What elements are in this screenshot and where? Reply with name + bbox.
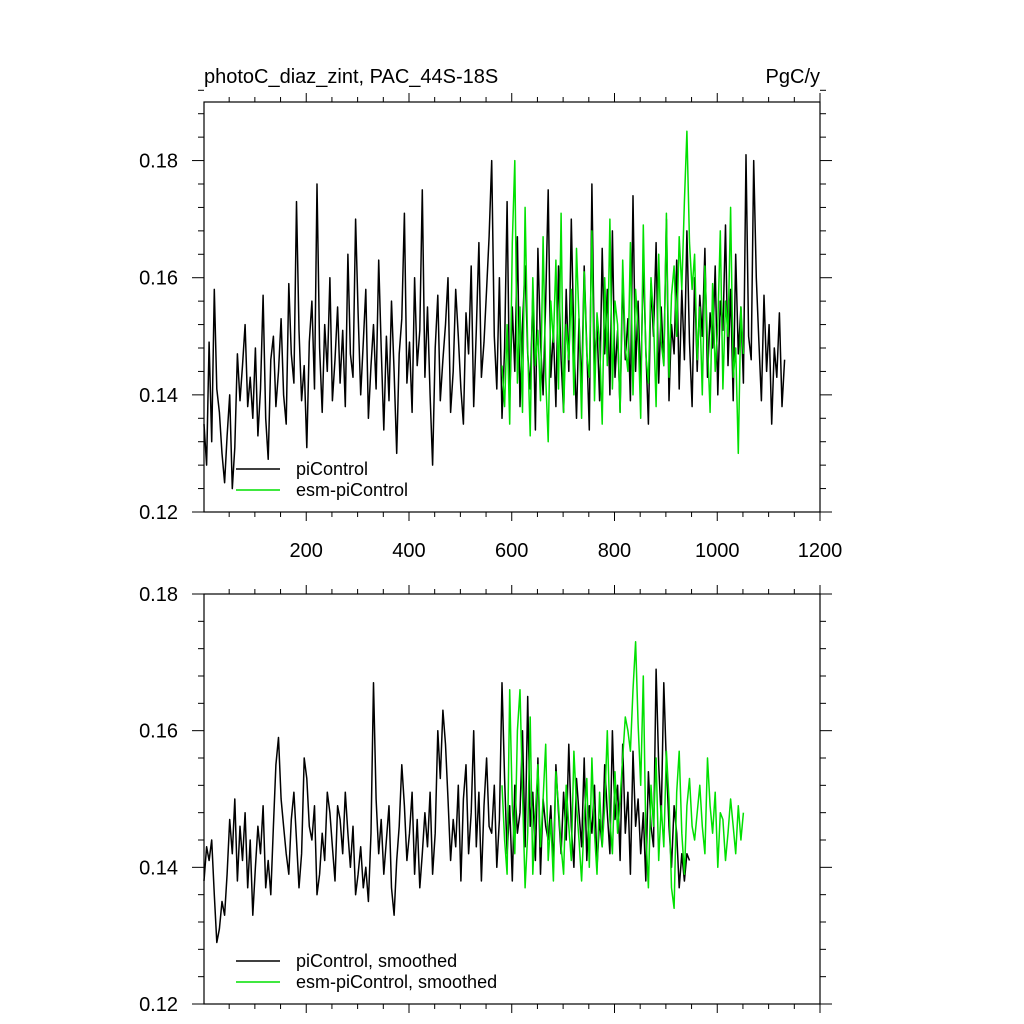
legend-label-esm-picontrol-smoothed: esm-piControl, smoothed [296, 972, 497, 992]
x-tick-label: 400 [392, 540, 425, 562]
tick-labels: 0.12 0.14 0.16 0.18 200 400 600 800 1000 1200 [139, 151, 842, 562]
legend-label-picontrol: piControl [296, 459, 368, 479]
series-line-esm-picontrol [501, 130, 745, 455]
x-tick-label: 1200 [798, 540, 843, 562]
legend-label-picontrol-smoothed: piControl, smoothed [296, 951, 457, 971]
series-lines [203, 130, 786, 490]
x-tick-label: 800 [598, 540, 631, 562]
units-label: PgC/y [766, 66, 820, 88]
chart-title: photoC_diaz_zint, PAC_44S-18S [204, 66, 498, 88]
x-tick-label: 600 [495, 540, 528, 562]
y-tick-label: 0.12 [139, 994, 178, 1016]
y-tick-label: 0.14 [139, 857, 178, 879]
y-tick-label: 0.18 [139, 584, 178, 606]
tick-marks [192, 89, 832, 521]
top-panel: photoC_diaz_zint, PAC_44S-18S PgC/y 0.12… [139, 66, 842, 562]
y-tick-label: 0.12 [139, 502, 178, 524]
y-tick-label: 0.14 [139, 385, 178, 407]
series-line-esm-picontrol-smoothed [501, 641, 745, 910]
legend: piControl, smoothed esm-piControl, smoot… [236, 951, 497, 992]
series-line-picontrol-smoothed [203, 668, 691, 944]
legend-label-esm-picontrol: esm-piControl [296, 480, 408, 500]
bottom-panel: 0.12 0.14 0.16 0.18 piControl, smoothed esm… [139, 584, 832, 1016]
tick-labels: 0.12 0.14 0.16 0.18 [139, 584, 178, 1016]
series-line-picontrol [203, 153, 786, 490]
legend: piControl esm-piControl [236, 459, 408, 500]
x-tick-label: 200 [290, 540, 323, 562]
tick-marks [192, 585, 832, 1013]
y-tick-label: 0.16 [139, 268, 178, 290]
series-lines [203, 641, 745, 944]
y-tick-label: 0.16 [139, 721, 178, 743]
y-tick-label: 0.18 [139, 151, 178, 173]
x-tick-label: 1000 [695, 540, 740, 562]
